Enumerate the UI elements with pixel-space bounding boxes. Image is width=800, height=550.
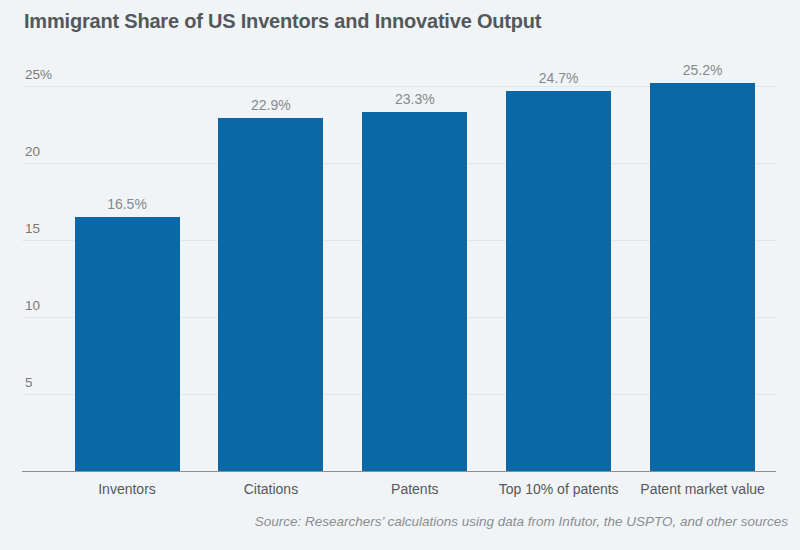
source-note: Source: Researchers’ calculations using … [255, 514, 788, 529]
y-tick-label-5: 5 [25, 374, 33, 392]
value-label-patents: 23.3% [345, 91, 485, 107]
y-tick-label-15: 15 [25, 220, 40, 238]
value-label-patent-market-value: 25.2% [633, 62, 773, 78]
plot-area: 25%201510516.5%22.9%23.3%24.7%25.2% [22, 86, 776, 472]
bar-citations [218, 118, 323, 471]
bar-inventors [75, 217, 180, 471]
y-tick-label-20: 20 [25, 143, 40, 161]
y-tick-label-10: 10 [25, 297, 40, 315]
y-tick-label-25: 25% [25, 66, 52, 84]
x-axis-label-patent-market-value: Patent market value [613, 481, 793, 497]
bar-patent-market-value [650, 83, 755, 471]
value-label-inventors: 16.5% [57, 196, 197, 212]
chart-page: Immigrant Share of US Inventors and Inno… [0, 0, 800, 550]
chart-title: Immigrant Share of US Inventors and Inno… [24, 10, 541, 33]
bar-patents [362, 112, 467, 471]
value-label-citations: 22.9% [201, 97, 341, 113]
value-label-top-10-of-patents: 24.7% [489, 70, 629, 86]
bar-top-10-of-patents [506, 91, 611, 471]
